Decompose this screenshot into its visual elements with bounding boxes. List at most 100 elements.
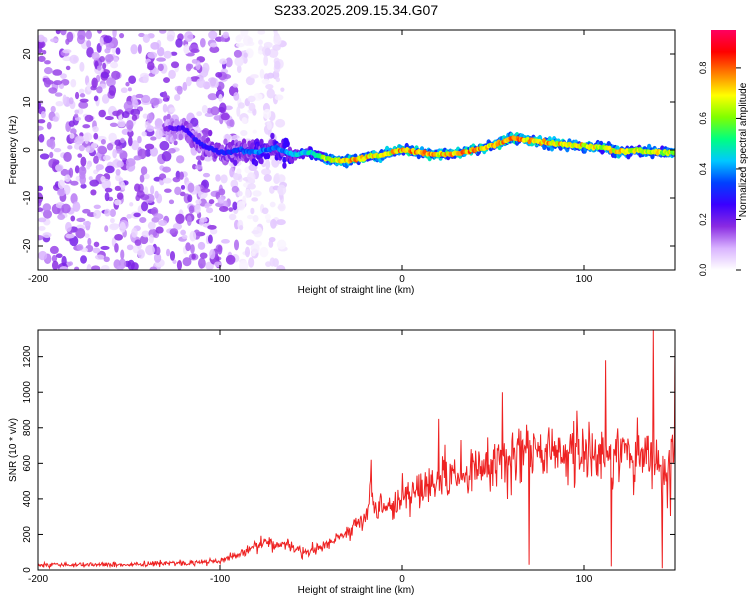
spectrogram-cell	[183, 44, 190, 55]
spectrogram-cell	[38, 34, 45, 43]
spectrogram-cell	[150, 136, 157, 141]
spectrogram-cell	[102, 62, 107, 70]
spectrogram-cell	[144, 143, 155, 150]
spectrogram-cell	[168, 107, 176, 113]
spectrogram-cell	[43, 77, 52, 88]
spectrogram-cell	[273, 30, 278, 37]
spectrogram-cell	[76, 217, 86, 223]
spectrogram-cell	[252, 214, 259, 223]
spectrogram-cell	[106, 77, 116, 88]
spectrogram-cell	[182, 257, 192, 267]
spectrogram-cell	[268, 240, 274, 248]
spectrogram-cell	[250, 243, 260, 254]
spectrogram-cell	[38, 55, 46, 63]
spectrogram-cell	[139, 235, 149, 245]
spectrogram-cell	[146, 125, 155, 132]
spectrogram-cell	[213, 115, 223, 121]
x-tick-label: 0	[399, 574, 405, 585]
spectrogram-cell	[194, 164, 203, 170]
colorbar-tick-label: 0.8	[698, 62, 708, 75]
spectrogram-cell	[100, 175, 106, 183]
spectrogram-cell	[110, 61, 119, 69]
spectrogram-cell	[201, 104, 208, 114]
spectrogram-cell	[225, 57, 233, 68]
spectrogram-cell	[109, 208, 116, 218]
spectrogram-cell	[257, 30, 266, 35]
spectrogram-cell	[38, 217, 47, 223]
spectrogram-cell	[163, 50, 172, 59]
spectrogram-cell	[197, 241, 206, 250]
spectrogram-cell	[179, 191, 186, 197]
spectrogram-cell	[80, 156, 87, 167]
spectrogram-cell	[117, 120, 126, 128]
colorbar-label: Normalized spectral amplitude	[738, 82, 749, 217]
x-tick-label: 100	[576, 274, 593, 285]
spectrogram-cell	[200, 217, 208, 223]
spectrogram-cell	[108, 85, 117, 96]
spectrogram-cell	[115, 47, 121, 55]
spectrogram-cell	[128, 75, 137, 85]
snr-panel: -200 -100 0 100 0 200 400 600 800 1000 1200 Heigh…	[8, 329, 676, 596]
spectrogram-cell	[94, 254, 105, 260]
spectrogram-cell	[263, 41, 273, 49]
spectrogram-cell	[170, 61, 180, 69]
spectrogram-cell	[119, 33, 125, 39]
spectrogram-cell	[137, 249, 145, 259]
spectrogram-cell	[70, 128, 77, 135]
spectrogram-cell	[176, 85, 183, 95]
spectrogram-cell	[68, 97, 74, 105]
spectrogram-cell	[46, 121, 52, 130]
spectrogram-cell	[232, 83, 239, 88]
spectrogram-cell	[169, 228, 179, 236]
spectrogram-cell	[180, 229, 186, 236]
spectrogram-cell	[263, 174, 272, 182]
spectrogram-cell	[170, 51, 178, 56]
y-tick-label: -10	[22, 190, 33, 205]
spectrogram-cell	[233, 159, 238, 166]
spectrogram-cell	[104, 187, 113, 193]
spectrogram-cell	[116, 192, 124, 200]
spectrogram-cell	[261, 78, 270, 85]
spectrogram-cell	[228, 213, 237, 221]
spectrogram-cell	[69, 54, 79, 64]
spectrogram-cell	[252, 190, 262, 197]
spectrogram-cell	[52, 116, 59, 122]
spectrogram-cell	[112, 148, 118, 159]
spectrogram-cell	[91, 52, 100, 61]
spectrogram-cell	[139, 174, 145, 183]
spectrogram-cell	[250, 251, 256, 257]
spectrogram-cell	[79, 174, 86, 185]
spectrogram-cell	[140, 166, 148, 176]
spectrogram-cell	[168, 69, 176, 79]
spectrogram-cell	[163, 90, 168, 101]
spectrogram-cell	[168, 148, 176, 154]
spectrogram-cell	[175, 213, 185, 224]
spectrogram-cell	[269, 257, 276, 267]
spectrogram-y-axis-label: Frequency (Hz)	[8, 116, 19, 185]
spectrogram-cell	[82, 220, 92, 226]
spectrogram-cell	[130, 44, 138, 55]
spectrogram-cell	[259, 68, 265, 79]
spectrogram-cell	[155, 129, 163, 140]
spectrogram-cell	[196, 111, 203, 117]
spectrogram-cell	[91, 77, 98, 89]
spectrogram-cell	[188, 205, 195, 214]
spectrogram-cell	[282, 162, 287, 169]
spectrogram-cell	[187, 182, 195, 193]
spectrogram-cell	[42, 209, 53, 219]
spectrogram-cell	[245, 239, 255, 246]
spectrogram-cell	[265, 159, 271, 170]
y-tick-label: 200	[22, 526, 33, 543]
spectrogram-cell	[110, 217, 115, 224]
spectrogram-cell	[79, 61, 85, 72]
spectrogram-cell	[104, 225, 109, 233]
spectrogram-cell	[130, 262, 139, 270]
spectrogram-cell	[236, 65, 242, 74]
spectrogram-y-ticks: -20 -10 0 10 20	[22, 48, 675, 253]
spectrogram-cell	[93, 95, 99, 102]
spectrogram-cell	[175, 155, 185, 164]
spectrogram-cell	[250, 74, 259, 79]
spectrogram-cell	[138, 32, 145, 38]
spectrogram-cell	[115, 169, 121, 176]
